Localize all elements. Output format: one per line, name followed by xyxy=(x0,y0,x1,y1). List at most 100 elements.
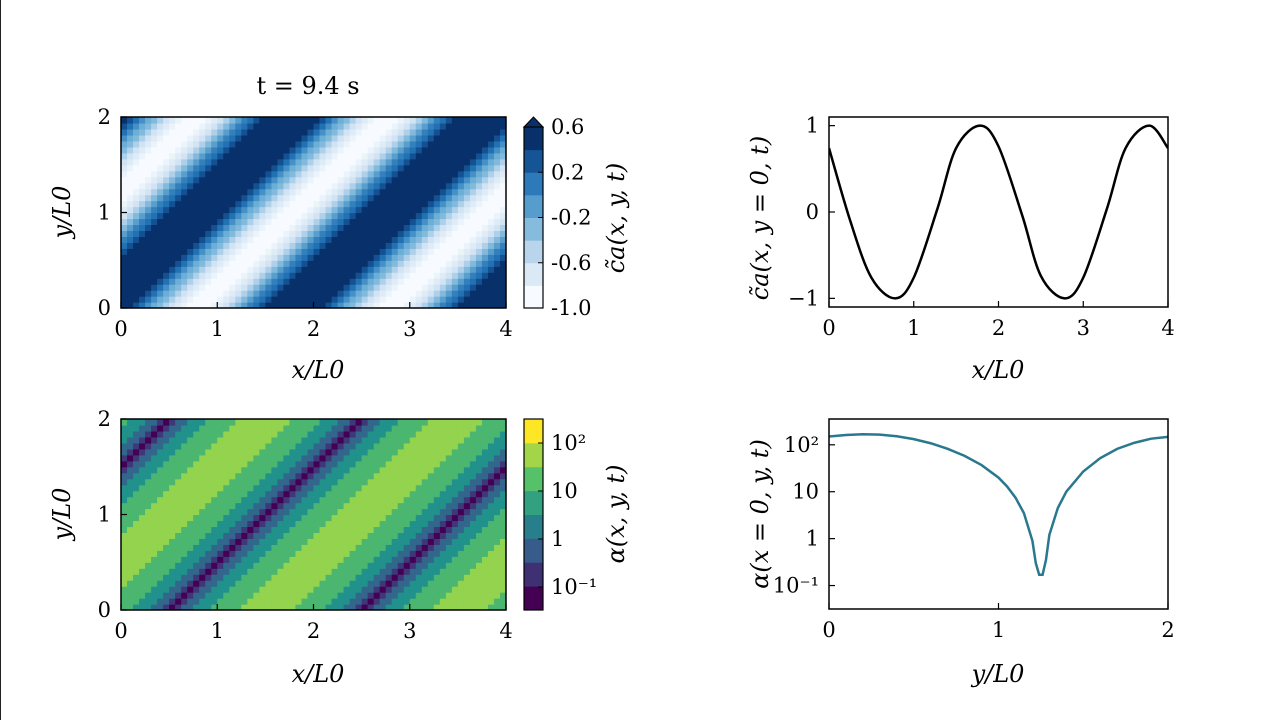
heatmap-cell xyxy=(199,508,206,516)
heatmap-cell xyxy=(193,218,200,226)
heatmap-cell xyxy=(277,424,285,432)
heatmap-cell xyxy=(379,436,387,444)
heatmap-cell xyxy=(421,568,429,575)
heatmap-cell xyxy=(187,466,194,474)
heatmap-cell xyxy=(343,224,351,232)
heatmap-cell xyxy=(193,448,200,456)
heatmap-cell xyxy=(463,472,471,480)
heatmap-cell xyxy=(397,278,405,285)
heatmap-cell xyxy=(217,164,224,172)
heatmap-cell xyxy=(277,254,285,261)
heatmap-cell xyxy=(133,260,140,267)
heatmap-cell xyxy=(493,580,501,587)
heatmap-cell xyxy=(439,122,447,130)
heatmap-cell xyxy=(223,230,230,237)
heatmap-cell xyxy=(487,188,495,196)
heatmap-cell xyxy=(247,117,254,124)
heatmap-cell xyxy=(247,164,254,172)
heatmap-cell xyxy=(421,254,429,261)
alpha-profile-xtick-label: 1 xyxy=(992,618,1005,642)
heatmap-cell xyxy=(337,466,345,474)
heatmap-cell xyxy=(295,478,303,486)
heatmap-cell xyxy=(247,586,254,593)
heatmap-cell xyxy=(385,296,393,303)
heatmap-cell xyxy=(439,224,447,232)
heatmap-cell xyxy=(361,574,369,581)
heatmap-cell xyxy=(289,430,297,438)
heatmap-cell xyxy=(133,442,140,450)
heatmap-cell xyxy=(325,134,333,142)
heatmap-cell xyxy=(415,152,423,160)
heatmap-cell xyxy=(163,164,170,172)
heatmap-cell xyxy=(457,442,465,450)
heatmap-cell xyxy=(367,254,375,261)
heatmap-cell xyxy=(241,574,248,581)
heatmap-cell xyxy=(307,478,315,486)
heatmap-cell xyxy=(205,152,212,160)
heatmap-cell xyxy=(421,218,429,226)
heatmap-cell xyxy=(361,290,369,297)
heatmap-cell xyxy=(139,466,146,474)
heatmap-cell xyxy=(433,454,441,462)
heatmap-cell xyxy=(307,436,315,444)
heatmap-cell xyxy=(265,212,272,220)
heatmap-cell xyxy=(163,248,170,255)
heatmap-cell xyxy=(457,146,465,154)
heatmap-cell xyxy=(127,206,134,214)
heatmap-cell xyxy=(259,230,266,237)
heatmap-cell xyxy=(133,496,140,504)
heatmap-cell xyxy=(463,254,471,261)
heatmap-cell xyxy=(391,574,399,581)
heatmap-cell xyxy=(277,206,285,214)
heatmap-cell xyxy=(415,574,423,581)
heatmap-cell xyxy=(487,146,495,154)
heatmap-cell xyxy=(193,176,200,184)
heatmap-cell xyxy=(343,230,351,237)
heatmap-cell xyxy=(409,532,417,539)
heatmap-cell xyxy=(433,598,441,605)
heatmap-cell xyxy=(391,140,399,148)
heatmap-cell xyxy=(199,532,206,539)
heatmap-cell xyxy=(415,448,423,456)
heatmap-cell xyxy=(361,532,369,539)
heatmap-cell xyxy=(187,152,194,160)
heatmap-cell xyxy=(325,490,333,498)
heatmap-cell xyxy=(289,164,297,172)
heatmap-cell xyxy=(343,514,351,522)
heatmap-cell xyxy=(337,472,345,480)
heatmap-cell xyxy=(373,242,381,249)
heatmap-cell xyxy=(283,146,291,154)
heatmap-cell xyxy=(193,212,200,220)
heatmap-cell xyxy=(295,496,303,504)
heatmap-cell xyxy=(457,562,465,569)
heatmap-cell xyxy=(157,550,164,557)
heatmap-cell xyxy=(415,284,423,291)
heatmap-cell xyxy=(169,484,176,492)
heatmap-cell xyxy=(175,442,182,450)
heatmap-cell xyxy=(295,466,303,474)
heatmap-cell xyxy=(355,140,363,148)
heatmap-cell xyxy=(445,290,453,297)
heatmap-cell xyxy=(385,586,393,593)
heatmap-cell xyxy=(187,520,194,528)
heatmap-cell xyxy=(181,508,188,516)
heatmap-cell xyxy=(223,140,230,148)
heatmap-cell xyxy=(139,158,146,166)
heatmap-cell xyxy=(415,158,423,166)
heatmap-cell xyxy=(217,604,224,610)
heatmap-cell xyxy=(397,218,405,226)
heatmap-cell xyxy=(205,430,212,438)
heatmap-cell xyxy=(499,158,506,166)
heatmap-cell xyxy=(373,164,381,172)
heatmap-cell xyxy=(445,436,453,444)
heatmap-cell xyxy=(127,490,134,498)
heatmap-cell xyxy=(265,514,272,522)
heatmap-cell xyxy=(121,266,128,273)
heatmap-cell xyxy=(217,514,224,522)
heatmap-cell xyxy=(223,248,230,255)
heatmap-cell xyxy=(163,284,170,291)
heatmap-cell xyxy=(247,520,254,528)
heatmap-cell xyxy=(271,532,279,539)
heatmap-cell xyxy=(337,206,345,214)
heatmap-cell xyxy=(451,430,459,438)
